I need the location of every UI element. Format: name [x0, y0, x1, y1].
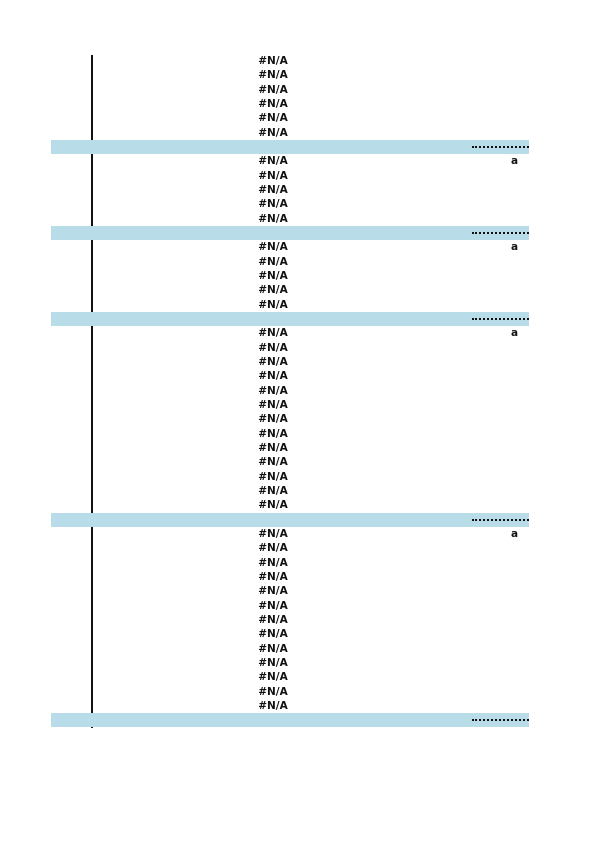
cell-value: #N/A — [258, 69, 288, 82]
cell-value: #N/A — [258, 413, 288, 426]
cell-value: #N/A — [258, 198, 288, 211]
section-bar — [51, 713, 529, 728]
cell-value: #N/A — [258, 55, 288, 67]
cell-value: #N/A — [258, 556, 288, 569]
cell-value: #N/A — [258, 642, 288, 655]
cell-value: #N/A — [258, 155, 288, 168]
cell-value: #N/A — [258, 183, 288, 196]
cell-value: #N/A — [258, 212, 288, 225]
cell-value: #N/A — [258, 83, 288, 96]
cell-value: #N/A — [258, 542, 288, 555]
cell-value: #N/A — [258, 341, 288, 354]
cell-value: #N/A — [258, 112, 288, 125]
cell-value: #N/A — [258, 570, 288, 583]
cell-value: #N/A — [258, 241, 288, 254]
cell-value: #N/A — [258, 284, 288, 297]
dotted-rule — [472, 231, 529, 234]
cell-value: #N/A — [258, 269, 288, 282]
section-bar — [51, 225, 529, 240]
cell-value: #N/A — [258, 527, 288, 540]
note-label: a — [511, 155, 519, 168]
cell-value: #N/A — [258, 370, 288, 383]
cell-value: #N/A — [258, 298, 288, 311]
dotted-rule — [472, 145, 529, 148]
note-label: a — [511, 241, 519, 254]
cell-value: #N/A — [258, 427, 288, 440]
section-bar — [51, 139, 529, 154]
left-border — [91, 55, 93, 728]
note-label: a — [511, 327, 519, 340]
cell-value: #N/A — [258, 441, 288, 454]
cell-value: #N/A — [258, 398, 288, 411]
dotted-rule — [472, 719, 529, 722]
cell-value: #N/A — [258, 585, 288, 598]
cell-value: #N/A — [258, 456, 288, 469]
cell-value: #N/A — [258, 327, 288, 340]
cell-value: #N/A — [258, 699, 288, 712]
cell-value: #N/A — [258, 628, 288, 641]
section-bar — [51, 512, 529, 527]
cell-value: #N/A — [258, 484, 288, 497]
section-bar — [51, 311, 529, 326]
cell-value: #N/A — [258, 355, 288, 368]
cell-value: #N/A — [258, 169, 288, 182]
cell-value: #N/A — [258, 384, 288, 397]
dotted-rule — [472, 317, 529, 320]
cell-value: #N/A — [258, 613, 288, 626]
cell-value: #N/A — [258, 685, 288, 698]
cell-value: #N/A — [258, 656, 288, 669]
cell-value: #N/A — [258, 499, 288, 512]
cell-value: #N/A — [258, 126, 288, 139]
note-label: a — [511, 527, 519, 540]
cell-value: #N/A — [258, 255, 288, 268]
dotted-rule — [472, 518, 529, 521]
cell-value: #N/A — [258, 97, 288, 110]
cell-value: #N/A — [258, 470, 288, 483]
cell-value: #N/A — [258, 599, 288, 612]
cell-value: #N/A — [258, 671, 288, 684]
